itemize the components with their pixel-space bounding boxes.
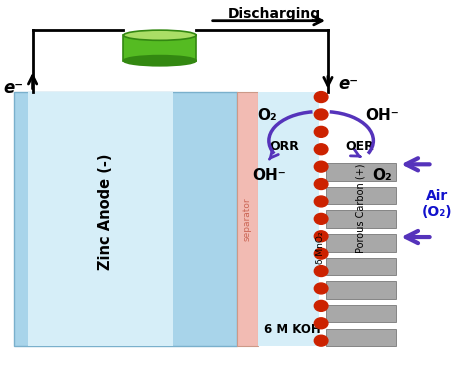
Circle shape (314, 266, 328, 277)
Text: Zinc Anode (-): Zinc Anode (-) (98, 153, 113, 270)
Circle shape (314, 335, 328, 346)
Text: Discharging: Discharging (228, 7, 321, 21)
Circle shape (314, 300, 328, 311)
Text: O₂: O₂ (257, 108, 276, 123)
Circle shape (314, 178, 328, 189)
Circle shape (314, 196, 328, 207)
Text: separator: separator (243, 197, 252, 241)
Bar (326, 328, 396, 346)
Circle shape (314, 283, 328, 294)
Circle shape (314, 144, 328, 155)
Text: Porous Carbon (+): Porous Carbon (+) (356, 163, 366, 253)
Bar (326, 187, 396, 204)
Text: 6 M KOH: 6 M KOH (264, 323, 321, 336)
Circle shape (314, 161, 328, 172)
Text: OH⁻: OH⁻ (252, 169, 286, 184)
Ellipse shape (123, 55, 196, 66)
Bar (15, 92, 237, 346)
Bar (237, 92, 257, 346)
Text: δ MnO₂: δ MnO₂ (316, 232, 325, 264)
Circle shape (314, 214, 328, 224)
Bar (326, 305, 396, 323)
Text: e⁻: e⁻ (338, 75, 358, 93)
Bar (326, 234, 396, 251)
Bar (326, 163, 396, 181)
Text: e⁻: e⁻ (4, 79, 23, 97)
Bar (326, 211, 396, 228)
Text: O₂: O₂ (372, 169, 392, 184)
Bar (326, 258, 396, 275)
Circle shape (314, 231, 328, 242)
Circle shape (314, 248, 328, 259)
Text: OER: OER (345, 140, 374, 153)
Bar (326, 281, 396, 299)
Text: OH⁻: OH⁻ (366, 108, 399, 123)
Circle shape (314, 92, 328, 103)
Circle shape (314, 318, 328, 329)
Circle shape (314, 109, 328, 120)
Text: Air
(O₂): Air (O₂) (422, 189, 452, 219)
Text: ORR: ORR (269, 140, 299, 153)
Bar (257, 92, 319, 346)
Bar (123, 35, 196, 61)
Bar (28, 92, 173, 346)
Ellipse shape (123, 30, 196, 40)
Circle shape (314, 126, 328, 137)
